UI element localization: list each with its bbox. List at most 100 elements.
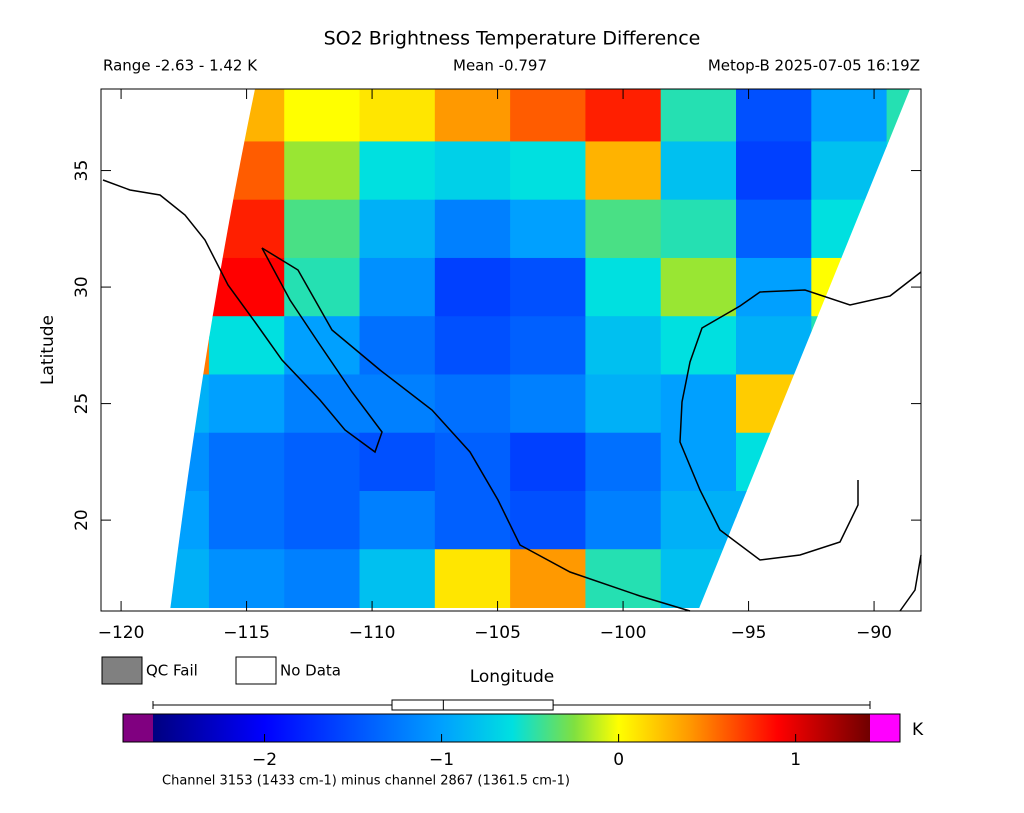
heat-cell [660,89,737,142]
heat-cell [736,89,812,142]
heat-cell [736,141,812,201]
colorbar-over [870,714,900,742]
heat-cell [736,316,812,375]
heat-cell [359,432,436,492]
colorbar-frame [122,713,901,743]
heat-cell [510,432,586,492]
heat-cell [284,549,361,609]
coastlines [102,179,922,612]
y-tick-label: 25 [72,393,92,415]
heat-cell [736,374,812,434]
heat-cell [886,490,910,550]
heat-cell [434,199,511,259]
heat-cell [170,316,210,375]
heat-cell [736,490,812,550]
heat-cell [170,549,210,609]
colorbar-under [123,714,153,742]
heat-cell [510,199,586,259]
no-data-swatch [235,656,277,685]
heat-cell [886,316,910,375]
heat-cell [736,257,812,317]
heat-cell [811,316,888,375]
heat-cell [208,316,285,375]
x-tick-label: −95 [731,623,767,643]
heat-cell [886,432,910,492]
heat-cell [736,432,812,492]
heat-cell [660,316,737,375]
range-text: Range -2.63 - 1.42 K [103,57,258,75]
x-tick-label: −90 [856,623,892,643]
heat-cell [585,141,662,201]
heat-cell [510,141,586,201]
heat-cell [208,141,285,201]
heat-cell [284,316,361,375]
heat-cell [886,374,910,434]
heat-cell [170,89,210,142]
colorbar-tick-label: −1 [429,750,454,770]
heat-cell [660,199,737,259]
colorbar-tick-label: −2 [252,750,277,770]
heat-cell [660,141,737,201]
heat-cell [510,490,586,550]
heat-cell [886,549,910,609]
colorbar-tick-label: 1 [790,750,801,770]
heat-cell [811,89,888,142]
heat-cell [359,316,436,375]
heat-cell [585,432,662,492]
heat-cell [660,374,737,434]
y-tick-label: 35 [72,160,92,182]
x-tick-label: −120 [98,623,145,643]
heat-cell [284,490,361,550]
heat-cell [170,257,210,317]
heat-cell [585,199,662,259]
heat-cell [510,257,586,317]
heat-cell [585,374,662,434]
heat-cell [434,432,511,492]
coastline [679,271,922,561]
no-data-label: No Data [280,662,341,680]
heat-cell [660,432,737,492]
colorbar-gradient [153,714,870,742]
heat-cell [208,199,285,259]
heat-cell [284,374,361,434]
heat-cell [284,199,361,259]
coastline [261,247,691,612]
heat-cell [434,549,511,609]
heat-cell [359,89,436,142]
heat-cell [284,257,361,317]
heat-cell [359,490,436,550]
y-axis-label: Latitude [38,315,58,385]
coastline [899,554,922,612]
heat-cell [811,374,888,434]
heat-cell [284,141,361,201]
heat-cell [510,374,586,434]
heat-cell [660,257,737,317]
heat-cell [811,490,888,550]
heat-cell [811,141,888,201]
heat-cell [434,316,511,375]
x-tick-label: −100 [600,623,647,643]
colorbar: −2 −1 0 1 [122,699,901,770]
heat-cell [170,432,210,492]
qc-fail-label: QC Fail [146,662,198,680]
heat-cell [170,374,210,434]
box-iqr [391,699,554,711]
heat-cell [208,374,285,434]
heat-cell [208,490,285,550]
plot-frame [100,88,922,612]
heat-cell [585,316,662,375]
satellite-text: Metop-B 2025-07-05 16:19Z [708,57,920,75]
heat-cell [170,141,210,201]
x-tick-label: −115 [223,623,270,643]
heat-cell [359,257,436,317]
heat-cell [510,316,586,375]
heat-cell [208,432,285,492]
qc-fail-swatch [101,656,143,685]
y-tick-label: 20 [72,509,92,531]
heat-cell [510,549,586,609]
colorbar-tick-label: 0 [613,750,624,770]
heat-cell [811,432,888,492]
x-tick-label: −105 [474,623,521,643]
heat-cell [359,141,436,201]
